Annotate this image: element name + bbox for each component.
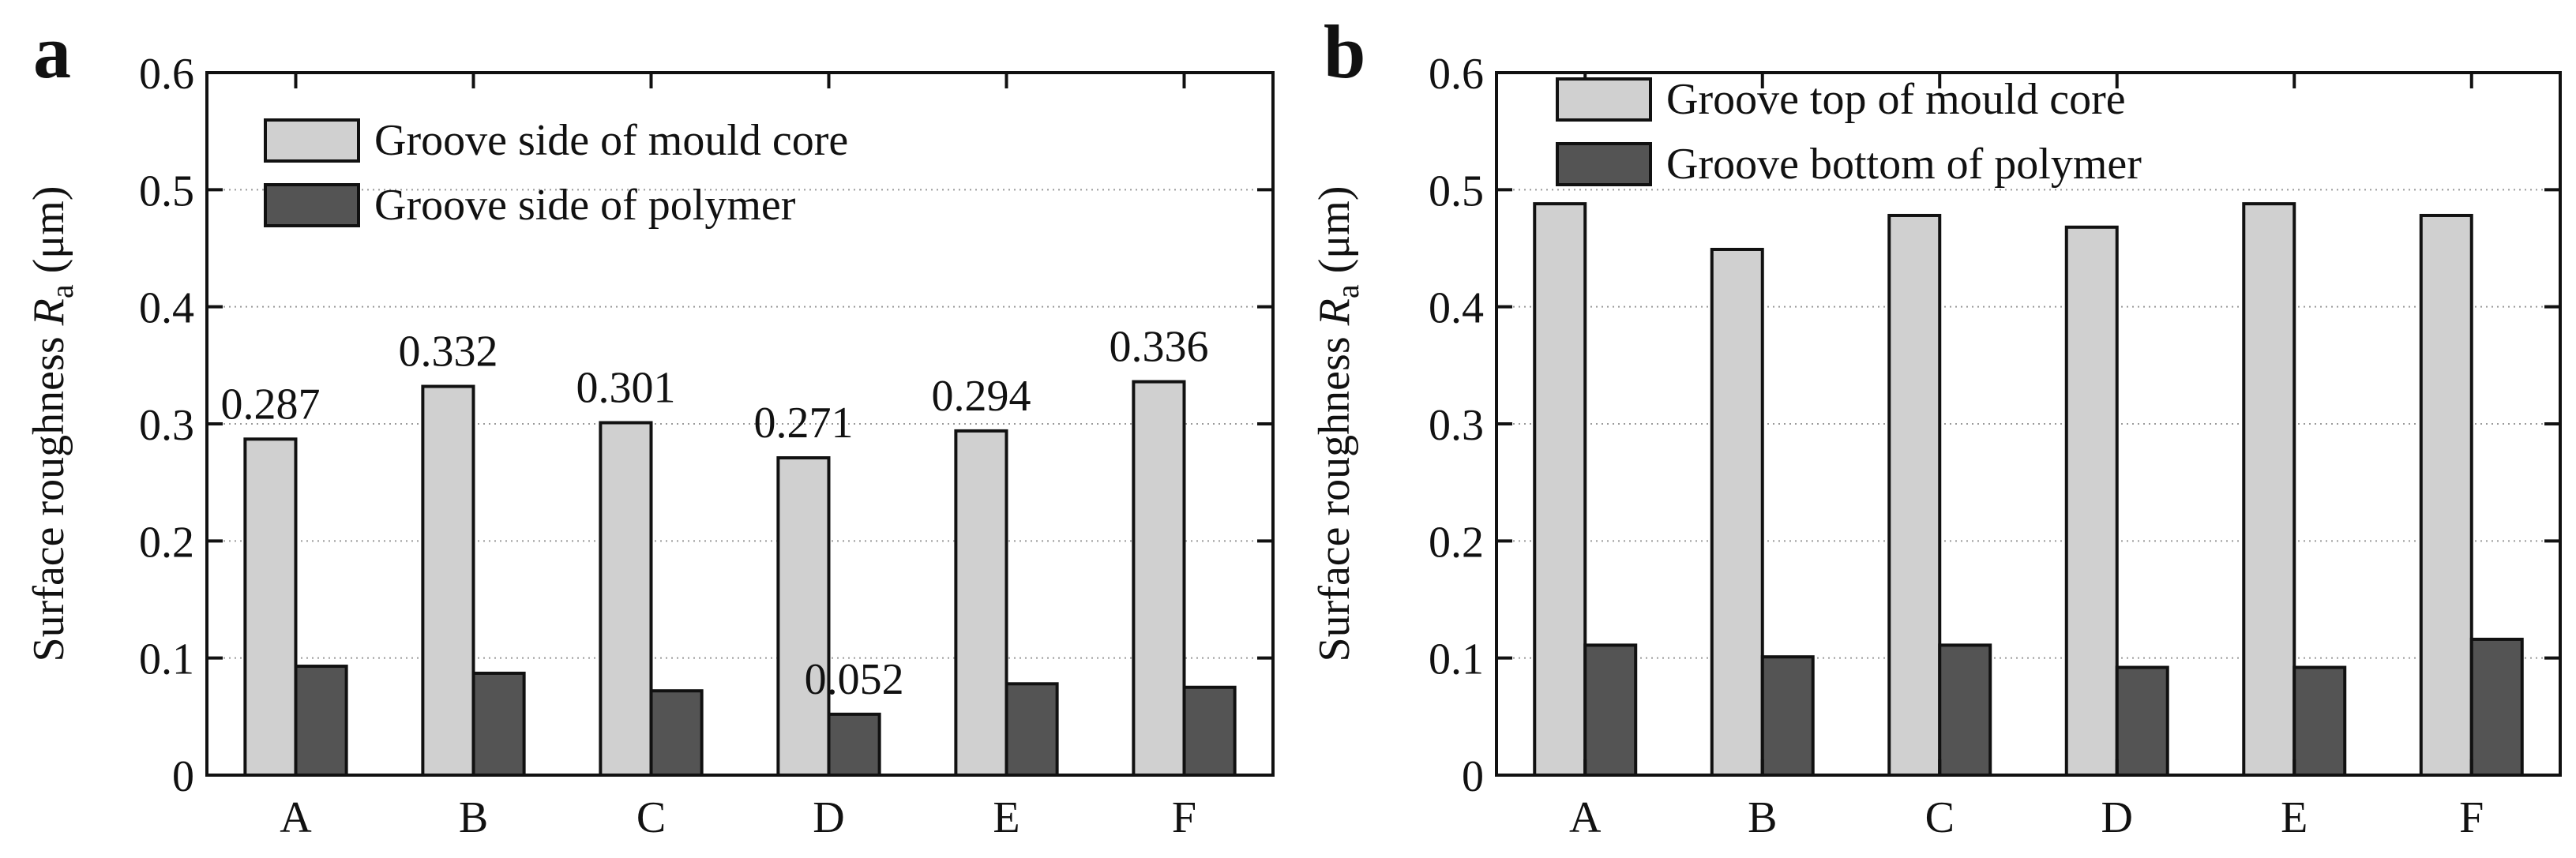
y-tick-label: 0 bbox=[172, 752, 194, 801]
bar-a-series2-D bbox=[827, 712, 881, 777]
legend-swatch-2 bbox=[1556, 142, 1652, 186]
y-axis-label-symbol: R bbox=[24, 298, 73, 326]
data-label: 0.052 bbox=[805, 655, 904, 704]
x-tick-label: A bbox=[280, 793, 312, 842]
y-axis-label-text: Surface roughness bbox=[1310, 325, 1359, 661]
y-tick-label: 0.2 bbox=[139, 518, 194, 567]
x-tick-label: E bbox=[2281, 793, 2308, 842]
y-axis-label-subscript: a bbox=[1330, 284, 1365, 298]
y-tick-label: 0.2 bbox=[1429, 518, 1484, 567]
plot-frame bbox=[205, 71, 1275, 777]
bar-a-series1-C bbox=[599, 421, 653, 777]
bar-a-series1-E bbox=[954, 429, 1008, 777]
y-tick-label: 0 bbox=[1462, 752, 1484, 801]
bar-b-series2-B bbox=[1760, 655, 1815, 777]
x-tick-label: D bbox=[813, 793, 844, 842]
y-axis-label-unit: (μm) bbox=[1310, 186, 1359, 285]
y-axis-label-text: Surface roughness bbox=[24, 325, 73, 661]
data-label: 0.301 bbox=[576, 364, 675, 413]
y-axis-label-unit: (μm) bbox=[24, 186, 73, 285]
data-label: 0.287 bbox=[220, 380, 320, 429]
legend-swatch-1 bbox=[1556, 77, 1652, 122]
bar-b-series1-D bbox=[2064, 225, 2119, 777]
x-tick-label: A bbox=[1569, 793, 1602, 842]
x-tick-label: D bbox=[2101, 793, 2133, 842]
bar-a-series2-A bbox=[294, 665, 348, 777]
bar-a-series2-E bbox=[1004, 682, 1059, 777]
bar-b-series2-C bbox=[1938, 643, 1992, 777]
bar-a-series1-B bbox=[421, 384, 475, 777]
bar-b-series1-B bbox=[1710, 247, 1764, 777]
x-tick-label: C bbox=[636, 793, 666, 842]
plot-frame bbox=[1495, 71, 2562, 777]
panel-label: b bbox=[1324, 9, 1365, 94]
y-axis-label-subscript: a bbox=[44, 284, 80, 298]
x-tick-label: B bbox=[1748, 793, 1777, 842]
y-tick-label: 0.6 bbox=[1429, 50, 1484, 99]
legend-label-1: Groove side of mould core bbox=[374, 116, 848, 165]
data-label: 0.336 bbox=[1109, 323, 1208, 372]
bar-b-series1-E bbox=[2242, 202, 2296, 777]
y-tick-label: 0.4 bbox=[1429, 284, 1484, 333]
bar-a-series2-F bbox=[1182, 685, 1237, 777]
bar-b-series1-A bbox=[1533, 202, 1587, 777]
y-axis-label: Surface roughness Ra (μm) bbox=[1310, 186, 1365, 662]
data-label: 0.294 bbox=[931, 372, 1031, 421]
x-tick-label: E bbox=[993, 793, 1020, 842]
panel-label: a bbox=[33, 9, 71, 94]
y-tick-label: 0.3 bbox=[1429, 401, 1484, 450]
bar-b-series2-A bbox=[1583, 643, 1638, 777]
bar-a-series2-C bbox=[649, 689, 704, 777]
x-tick-label: F bbox=[2459, 793, 2484, 842]
bar-b-series2-F bbox=[2469, 637, 2524, 777]
y-tick-label: 0.3 bbox=[139, 401, 194, 450]
bar-b-series2-D bbox=[2115, 665, 2169, 777]
legend-swatch-1 bbox=[264, 118, 360, 163]
legend-swatch-2 bbox=[264, 183, 360, 227]
data-label: 0.271 bbox=[753, 399, 853, 448]
bar-b-series1-F bbox=[2419, 213, 2473, 777]
legend-label-2: Groove bottom of polymer bbox=[1666, 140, 2142, 189]
data-label: 0.332 bbox=[398, 328, 498, 377]
y-axis-label: Surface roughness Ra (μm) bbox=[24, 186, 80, 662]
bar-a-series1-F bbox=[1132, 380, 1186, 777]
bar-a-series1-D bbox=[776, 456, 831, 777]
y-tick-label: 0.1 bbox=[139, 635, 194, 684]
x-tick-label: C bbox=[1925, 793, 1955, 842]
x-tick-label: F bbox=[1172, 793, 1196, 842]
y-tick-label: 0.5 bbox=[139, 167, 194, 215]
legend-label-1: Groove top of mould core bbox=[1666, 75, 2126, 124]
bar-a-series1-A bbox=[243, 437, 298, 777]
legend-label-2: Groove side of polymer bbox=[374, 181, 796, 230]
plot-area bbox=[207, 73, 1273, 775]
y-tick-label: 0.4 bbox=[139, 284, 194, 333]
y-tick-label: 0.6 bbox=[139, 50, 194, 99]
bar-b-series1-C bbox=[1887, 213, 1942, 777]
bar-a-series2-B bbox=[471, 671, 526, 777]
y-axis-label-symbol: R bbox=[1310, 298, 1359, 326]
x-tick-label: B bbox=[459, 793, 488, 842]
chart-panel-a: a 0 0.1 0.2 0.3 0.4 0.5 0.6 A B C D E F 0.287 0.332 0.30… bbox=[24, 9, 1275, 842]
y-tick-label: 0.5 bbox=[1429, 167, 1484, 215]
y-tick-label: 0.1 bbox=[1429, 635, 1484, 684]
bar-b-series2-E bbox=[2292, 665, 2347, 777]
chart-panel-b: b 0 0.1 0.2 0.3 0.4 0.5 0.6 A B C D E F Groove top of … bbox=[1310, 9, 2562, 842]
